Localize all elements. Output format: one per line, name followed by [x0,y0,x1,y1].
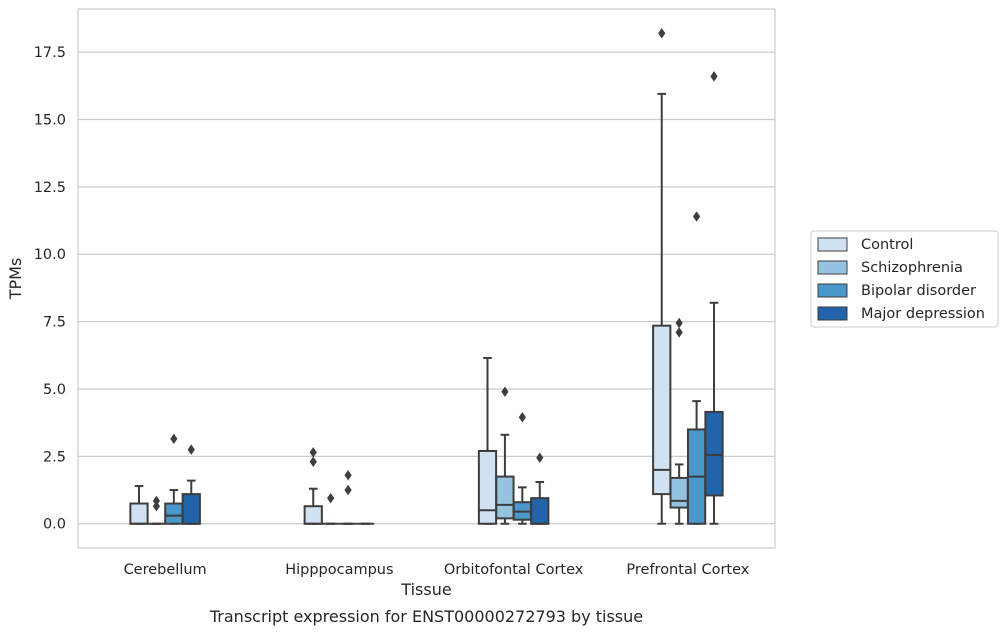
x-tick-label: Hipppocampus [285,562,393,578]
x-axis-label: Tissue [400,580,451,599]
box-1-1 [322,492,340,525]
outlier-point [309,447,317,458]
box-iqr [181,493,201,525]
y-tick-label: 15.0 [34,112,66,128]
outlier-point [170,433,178,445]
y-tick-label: 0.0 [43,517,66,533]
chart-caption: Transcript expression for ENST0000027279… [209,607,643,626]
y-tick-label: 12.5 [34,180,66,196]
outlier-point [309,456,317,467]
legend-swatch [817,306,848,321]
outlier-point [327,492,335,504]
box-2-3 [530,452,550,525]
box-iqr [704,410,724,497]
box-1-2 [339,470,357,525]
y-tick-label: 17.5 [34,45,66,61]
box-2-2 [512,412,532,525]
box-iqr [495,475,515,520]
box-3-3 [704,71,724,525]
outlier-point [518,412,526,423]
legend-label: Schizophrenia [861,260,963,276]
outlier-point [152,501,161,512]
box-3-2 [686,211,707,525]
box-iqr [477,449,498,525]
y-tick-label: 2.5 [43,449,66,465]
x-tick-label: Orbitofontal Cortex [444,562,584,578]
y-axis-ticks: 0.0 2.5 5.0 7.5 10.0 12.5 15.0 17.5 [34,45,66,533]
box-iqr [652,324,672,496]
box-0-1 [147,495,166,525]
legend-label: Control [861,237,913,253]
outlier-point [692,211,701,222]
box-0-0 [129,485,149,525]
y-tick-label: 7.5 [43,315,66,331]
box-1-0 [303,447,323,525]
legend-swatch [817,260,848,275]
box-iqr [129,502,149,525]
legend-swatch [817,283,848,298]
x-tick-label: Cerebellum [124,562,207,578]
box-iqr [530,497,550,525]
box-3-1 [669,317,689,525]
x-tick-label: Prefrontal Cortex [626,562,749,578]
y-tick-label: 10.0 [34,247,66,263]
plot-frame [77,8,776,549]
legend-frame [810,230,999,328]
box-2-0 [477,357,498,525]
outlier-point [501,386,509,397]
boxes [129,28,724,525]
x-axis-ticks: Cerebellum Hipppocampus Orbitofontal Corte… [124,562,750,578]
grid [78,51,775,525]
outlier-point [710,71,718,82]
y-axis-label: TPMs [6,258,25,301]
outlier-point [187,444,195,455]
legend: Control Schizophrenia Bipolar disorder Majo… [810,230,999,328]
box-0-3 [181,444,201,525]
outlier-point [536,452,544,463]
outlier-point [675,327,683,338]
outlier-point [344,484,352,496]
box-iqr [303,505,323,525]
legend-swatch [817,237,848,252]
box-iqr [164,502,184,525]
box-0-2 [164,433,184,525]
box-2-1 [495,386,515,525]
box-iqr [669,476,689,509]
outlier-point [344,470,352,481]
outlier-point [675,317,683,329]
outlier-point [152,495,161,507]
legend-label: Major depression [861,306,985,322]
y-tick-label: 5.0 [43,382,66,398]
box-3-0 [652,28,672,525]
outlier-point [658,28,666,39]
legend-label: Bipolar disorder [861,283,976,299]
